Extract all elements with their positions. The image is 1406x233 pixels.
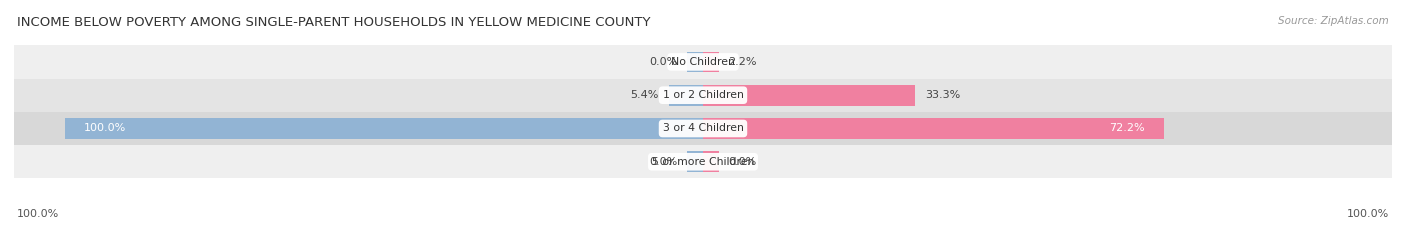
Text: 100.0%: 100.0% — [17, 209, 59, 219]
Bar — [1, 145, 1405, 178]
Text: 5 or more Children: 5 or more Children — [652, 157, 754, 167]
Bar — [688, 51, 703, 72]
Bar — [688, 151, 703, 172]
Bar — [669, 85, 703, 106]
Text: 1 or 2 Children: 1 or 2 Children — [662, 90, 744, 100]
Text: 100.0%: 100.0% — [84, 123, 127, 134]
Text: 33.3%: 33.3% — [925, 90, 960, 100]
Text: 0.0%: 0.0% — [728, 157, 756, 167]
Bar — [703, 51, 718, 72]
Text: 100.0%: 100.0% — [1347, 209, 1389, 219]
Text: 0.0%: 0.0% — [650, 157, 678, 167]
Text: 0.0%: 0.0% — [650, 57, 678, 67]
Bar — [65, 118, 703, 139]
Text: 2.2%: 2.2% — [728, 57, 756, 67]
Text: 5.4%: 5.4% — [631, 90, 659, 100]
Text: Source: ZipAtlas.com: Source: ZipAtlas.com — [1278, 16, 1389, 26]
Bar — [703, 151, 718, 172]
Bar — [1, 79, 1405, 112]
Bar — [703, 118, 1164, 139]
Text: 72.2%: 72.2% — [1109, 123, 1144, 134]
Text: INCOME BELOW POVERTY AMONG SINGLE-PARENT HOUSEHOLDS IN YELLOW MEDICINE COUNTY: INCOME BELOW POVERTY AMONG SINGLE-PARENT… — [17, 16, 651, 29]
Text: 3 or 4 Children: 3 or 4 Children — [662, 123, 744, 134]
Bar — [703, 85, 915, 106]
Bar — [1, 112, 1405, 145]
Text: No Children: No Children — [671, 57, 735, 67]
Bar — [1, 45, 1405, 79]
